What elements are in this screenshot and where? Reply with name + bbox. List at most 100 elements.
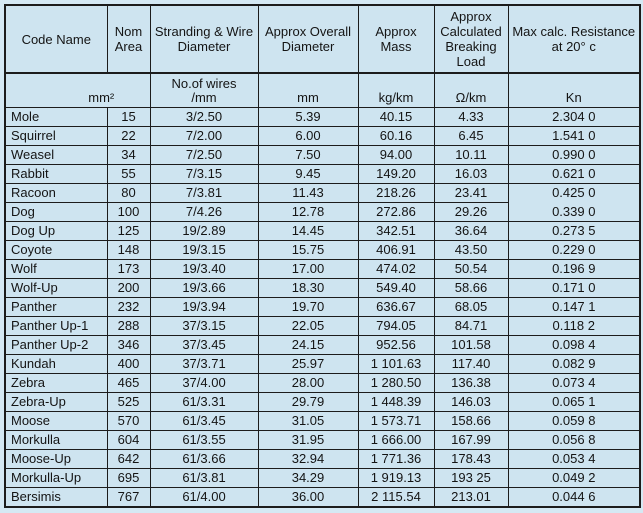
value-cell: 117.40: [433, 354, 509, 374]
table-row: Moose-Up 642 61/3.66 32.94 1 771.36 178.43 0.0…: [4, 449, 641, 469]
value-cell: 1 919.13: [357, 468, 435, 488]
conductor-spec-table: Code Name Nom Area Stranding & Wire Diam…: [4, 4, 641, 508]
table-row: Zebra 465 37/4.00 28.00 1 280.50 136.38 0.073 …: [4, 373, 641, 393]
value-cell: 61/3.81: [149, 468, 259, 488]
code-name-cell: Zebra: [4, 373, 108, 393]
value-cell: 37/4.00: [149, 373, 259, 393]
unit-kn: Kn: [507, 72, 641, 108]
value-cell: 952.56: [357, 335, 435, 355]
value-cell: 0.229 0: [507, 240, 641, 260]
table-row: Moose 570 61/3.45 31.05 1 573.71 158.66 0.059 …: [4, 411, 641, 431]
value-cell: 149.20: [357, 164, 435, 184]
value-cell: 148: [106, 240, 151, 260]
value-cell: 18.30: [257, 278, 359, 298]
value-cell: 19/3.40: [149, 259, 259, 279]
table-row: Morkulla 604 61/3.55 31.95 1 666.00 167.99 0.0…: [4, 430, 641, 450]
value-cell: 2.304 0: [507, 107, 641, 127]
value-cell: 6.45: [433, 126, 509, 146]
value-cell: 146.03: [433, 392, 509, 412]
code-name-cell: Dog: [4, 202, 108, 222]
value-cell: 549.40: [357, 278, 435, 298]
value-cell: 37/3.71: [149, 354, 259, 374]
value-cell: 55: [106, 164, 151, 184]
value-cell: 0.044 6: [507, 487, 641, 508]
value-cell: 0.621 0: [507, 164, 641, 184]
code-name-cell: Panther Up-1: [4, 316, 108, 336]
code-name-cell: Rabbit: [4, 164, 108, 184]
value-cell: 525: [106, 392, 151, 412]
value-cell: 0.073 4: [507, 373, 641, 393]
header-row: Code Name Nom Area Stranding & Wire Diam…: [4, 4, 641, 74]
value-cell: 29.26: [433, 202, 509, 222]
table-row: Morkulla-Up 695 61/3.81 34.29 1 919.13 193 25…: [4, 468, 641, 488]
value-cell: 1.541 0: [507, 126, 641, 146]
value-cell: 0.171 0: [507, 278, 641, 298]
value-cell: 24.15: [257, 335, 359, 355]
col-header-code-name: Code Name: [4, 4, 108, 74]
code-name-cell: Moose-Up: [4, 449, 108, 469]
value-cell: 346: [106, 335, 151, 355]
value-cell: 200: [106, 278, 151, 298]
table-row: Panther Up-1 288 37/3.15 22.05 794.05 84.71 0.…: [4, 316, 641, 336]
value-cell: 19/3.94: [149, 297, 259, 317]
value-cell: 7/3.15: [149, 164, 259, 184]
code-name-cell: Mole: [4, 107, 108, 127]
value-cell: 6.00: [257, 126, 359, 146]
unit-stranding-line2: /mm: [191, 90, 217, 105]
unit-area-mm2: mm²: [4, 72, 151, 108]
value-cell: 7.50: [257, 145, 359, 165]
value-cell: 61/3.66: [149, 449, 259, 469]
value-cell: 767: [106, 487, 151, 508]
value-cell: 406.91: [357, 240, 435, 260]
col-header-max-calc-resistance: Max calc. Resistance at 20° c: [507, 4, 641, 74]
value-cell: 37/3.45: [149, 335, 259, 355]
units-row: mm² No.of wires/mm mm kg/km Ω/km Kn: [4, 72, 641, 108]
table-row: Squirrel 22 7/2.00 6.00 60.16 6.45 1.541 0: [4, 126, 641, 146]
value-cell: 7/4.26: [149, 202, 259, 222]
unit-mass-kg-km: kg/km: [357, 72, 435, 108]
col-header-stranding-wire-diameter: Stranding & Wire Diameter: [149, 4, 259, 74]
value-cell: 218.26: [357, 183, 435, 203]
col-header-approx-overall-diameter: Approx Overall Diameter: [257, 4, 359, 74]
value-cell: 28.00: [257, 373, 359, 393]
table-row: Weasel 34 7/2.50 7.50 94.00 10.11 0.990 0: [4, 145, 641, 165]
table-row: Wolf-Up 200 19/3.66 18.30 549.40 58.66 0.171 0: [4, 278, 641, 298]
value-cell: 465: [106, 373, 151, 393]
code-name-cell: Wolf: [4, 259, 108, 279]
value-cell: 0.196 9: [507, 259, 641, 279]
code-name-cell: Kundah: [4, 354, 108, 374]
value-cell: 12.78: [257, 202, 359, 222]
value-cell: 400: [106, 354, 151, 374]
value-cell: 22: [106, 126, 151, 146]
value-cell: 36.00: [257, 487, 359, 508]
code-name-cell: Moose: [4, 411, 108, 431]
value-cell: 794.05: [357, 316, 435, 336]
value-cell: 0.056 8: [507, 430, 641, 450]
value-cell: 19/3.15: [149, 240, 259, 260]
value-cell: 22.05: [257, 316, 359, 336]
value-cell: 15: [106, 107, 151, 127]
table-row: Dog Up 125 19/2.89 14.45 342.51 36.64 0.273 5: [4, 221, 641, 241]
value-cell: 9.45: [257, 164, 359, 184]
value-cell: 474.02: [357, 259, 435, 279]
value-cell: 0.273 5: [507, 221, 641, 241]
value-cell: 11.43: [257, 183, 359, 203]
table-row: Dog 100 7/4.26 12.78 272.86 29.26 0.339 0: [4, 202, 641, 222]
value-cell: 61/3.45: [149, 411, 259, 431]
table-row: Mole 15 3/2.50 5.39 40.15 4.33 2.304 0: [4, 107, 641, 127]
table-body: Mole 15 3/2.50 5.39 40.15 4.33 2.304 0 Squirrel…: [4, 107, 641, 508]
code-name-cell: Squirrel: [4, 126, 108, 146]
value-cell: 7/2.50: [149, 145, 259, 165]
code-name-cell: Coyote: [4, 240, 108, 260]
value-cell: 19/3.66: [149, 278, 259, 298]
unit-overall-diameter-mm: mm: [257, 72, 359, 108]
value-cell: 100: [106, 202, 151, 222]
value-cell: 61/3.55: [149, 430, 259, 450]
value-cell: 14.45: [257, 221, 359, 241]
value-cell: 0.082 9: [507, 354, 641, 374]
value-cell: 1 666.00: [357, 430, 435, 450]
table-row: Bersimis 767 61/4.00 36.00 2 115.54 213.01 0.0…: [4, 487, 641, 508]
unit-ohm-km: Ω/km: [433, 72, 509, 108]
table-header: Code Name Nom Area Stranding & Wire Diam…: [4, 4, 641, 108]
